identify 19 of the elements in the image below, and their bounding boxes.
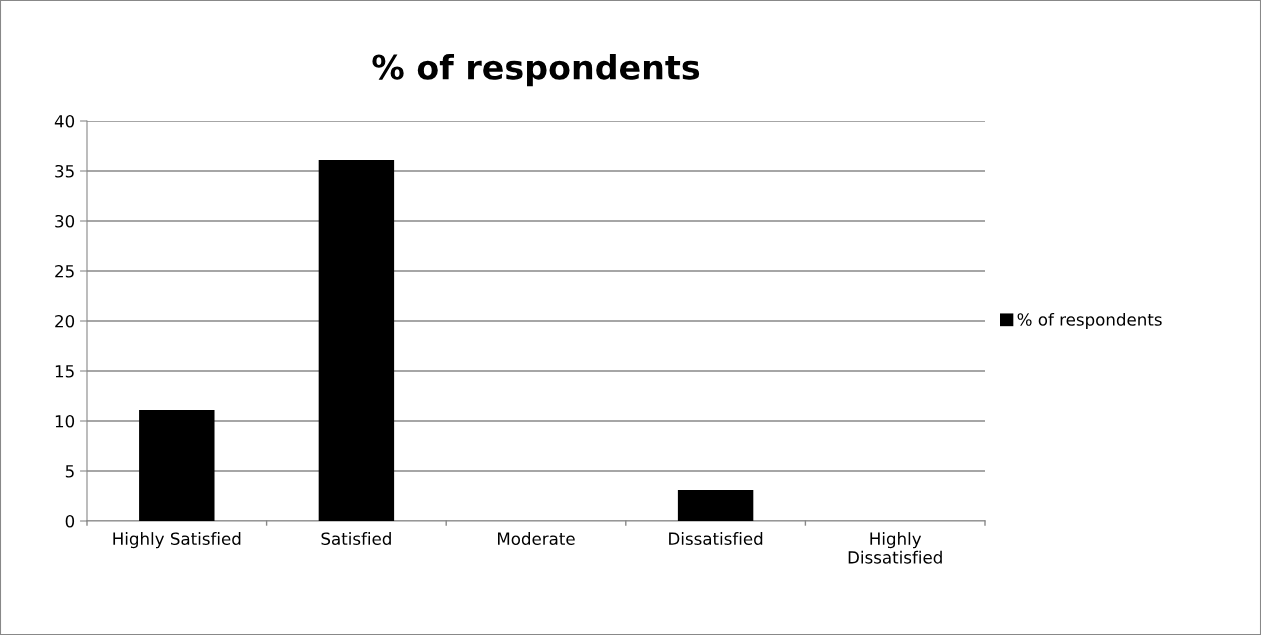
x-tick-label: Moderate bbox=[498, 532, 575, 546]
y-tick-label: 0 bbox=[65, 514, 75, 528]
y-tick-label: 25 bbox=[55, 264, 74, 278]
bar bbox=[318, 160, 395, 521]
x-tick-label: Highly Satisfied bbox=[113, 532, 241, 549]
y-tick-label: 30 bbox=[55, 214, 75, 228]
y-tick-label: 40 bbox=[54, 114, 75, 128]
y-tick-label: 35 bbox=[55, 164, 74, 178]
x-tick-label: Highly Dissatisfied bbox=[848, 532, 942, 564]
y-tick-label: 5 bbox=[65, 465, 74, 478]
bar bbox=[139, 410, 215, 521]
y-tick-label: 15 bbox=[55, 365, 74, 378]
legend-label: % of respondents bbox=[1017, 312, 1162, 330]
x-tick-label: Satisfied bbox=[321, 532, 391, 546]
chart-title: % of respondents bbox=[372, 54, 700, 87]
y-tick-label: 10 bbox=[55, 414, 75, 428]
bar bbox=[677, 490, 754, 521]
y-tick-label: 20 bbox=[55, 314, 75, 328]
x-tick-label: Dissatisfied bbox=[669, 532, 763, 546]
